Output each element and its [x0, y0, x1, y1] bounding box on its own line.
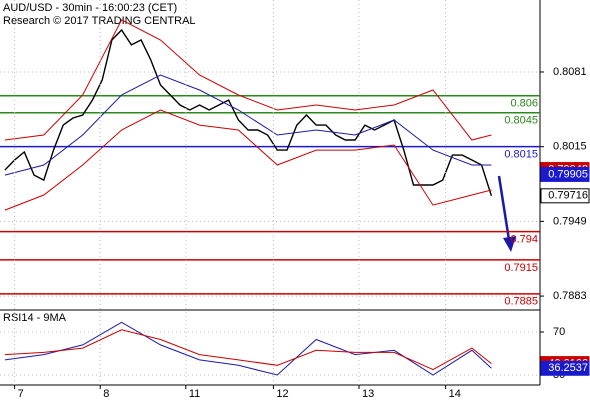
series-line [4, 109, 492, 211]
price-marker-label: 0.79905 [548, 168, 588, 180]
y-tick-label: 0.7949 [553, 215, 587, 227]
series-line [4, 74, 492, 176]
level-label: 0.806 [510, 98, 538, 110]
forecast-arrowhead [503, 236, 516, 252]
y-tick-label: 70 [553, 326, 565, 338]
x-tick-label: 14 [449, 388, 461, 400]
series-line [4, 321, 492, 376]
price-marker [540, 188, 590, 204]
forecast-arrow [497, 175, 511, 241]
chart-subtitle: Research © 2017 TRADING CENTRAL [3, 15, 196, 27]
chart-title: AUD/USD - 30min - 16:00:23 (CET) [3, 2, 177, 14]
y-tick-label: 0.8015 [553, 141, 587, 153]
x-tick-label: 7 [18, 388, 24, 400]
level-label: 0.8015 [504, 149, 538, 161]
series-line [4, 329, 492, 371]
y-tick-label: 0.7883 [553, 290, 587, 302]
level-label: 0.7885 [504, 296, 538, 308]
x-tick-label: 13 [362, 388, 374, 400]
y-tick-label: 0.8081 [553, 66, 587, 78]
x-tick-label: 8 [103, 388, 109, 400]
level-label: 0.794 [510, 233, 538, 245]
price-marker [540, 360, 590, 376]
series-line [4, 28, 493, 197]
price-marker-label: 0.79716 [548, 190, 588, 202]
x-tick-label: 11 [189, 388, 200, 400]
series-line [4, 19, 492, 141]
price-marker-label: 36.2537 [548, 362, 588, 374]
x-tick-label: 12 [276, 388, 288, 400]
level-label: 0.7915 [504, 262, 538, 274]
level-label: 0.8045 [504, 115, 538, 127]
price-marker [540, 166, 590, 182]
rsi-title: RSI14 - 9MA [3, 312, 67, 324]
